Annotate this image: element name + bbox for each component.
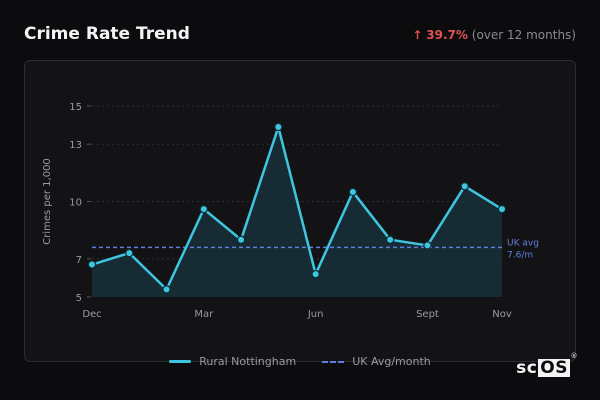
reference-label: UK avg [507, 238, 539, 248]
data-point [236, 235, 246, 244]
trend-up-arrow-icon: ↑ [412, 28, 423, 42]
legend-item-reference[interactable]: UK Avg/month [322, 355, 431, 368]
chart-title: Crime Rate Trend [24, 24, 190, 44]
y-tick-label: 5 [76, 293, 82, 304]
y-tick-label: 13 [69, 140, 82, 151]
data-point [460, 182, 469, 191]
chart-legend: Rural Nottingham UK Avg/month [0, 355, 600, 368]
data-point [162, 285, 171, 294]
y-axis-label: Crimes per 1,000 [42, 158, 53, 245]
trend-period-note: (over 12 months) [471, 28, 576, 42]
crime-rate-chart: UK avg 7.6/m 5 7 10 13 15 Crimes per 1,000 Dec M… [42, 102, 539, 320]
data-point [199, 204, 209, 214]
x-tick-label: Dec [82, 309, 101, 320]
x-tick-label: Mar [194, 309, 214, 320]
data-point [497, 204, 507, 214]
data-point [87, 260, 97, 269]
reference-value-label: 7.6/m [507, 250, 533, 260]
legend-reference-label: UK Avg/month [352, 355, 431, 368]
legend-solid-line-icon [169, 360, 192, 363]
y-tick-label: 7 [76, 255, 82, 266]
logo-boxed-text: OS [538, 358, 570, 378]
y-tick-label: 10 [69, 198, 82, 209]
data-point [125, 248, 134, 258]
x-tick-label: Jun [307, 309, 324, 320]
data-point [311, 269, 320, 279]
logo-registered-mark: ® [570, 352, 578, 360]
data-point [348, 187, 358, 197]
data-point [274, 122, 283, 132]
logo-text: sc [516, 358, 538, 378]
data-point [385, 235, 395, 244]
trend-summary: ↑ 39.7% (over 12 months) [412, 28, 576, 42]
data-point [423, 241, 432, 250]
series-area [92, 127, 502, 297]
chart-panel: UK avg 7.6/m 5 7 10 13 15 Crimes per 1,000 Dec M… [24, 60, 576, 362]
legend-dashed-line-icon [322, 360, 345, 363]
y-tick-label: 15 [69, 102, 82, 113]
x-tick-label: Sept [416, 309, 439, 320]
brand-logo: sc OS ® [516, 352, 577, 378]
legend-item-series[interactable]: Rural Nottingham [169, 355, 296, 368]
x-tick-label: Nov [492, 309, 512, 320]
series-line [91, 125, 503, 291]
trend-percentage: 39.7% [426, 28, 468, 42]
legend-series-label: Rural Nottingham [199, 355, 297, 368]
